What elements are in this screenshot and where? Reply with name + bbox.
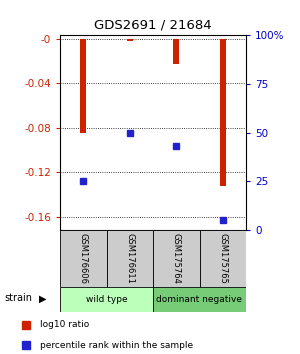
Text: ▶: ▶: [40, 294, 47, 304]
Text: GSM176606: GSM176606: [79, 233, 88, 284]
Text: GSM176611: GSM176611: [125, 233, 134, 284]
Bar: [127, 39, 133, 41]
Text: GSM175764: GSM175764: [172, 233, 181, 284]
Text: log10 ratio: log10 ratio: [40, 320, 89, 329]
Bar: [200, 230, 246, 287]
Text: GSM175765: GSM175765: [218, 233, 227, 284]
Title: GDS2691 / 21684: GDS2691 / 21684: [94, 18, 212, 32]
Bar: [106, 230, 153, 287]
Bar: [80, 39, 86, 133]
Text: strain: strain: [5, 293, 33, 303]
Bar: [220, 39, 226, 185]
Bar: [153, 230, 200, 287]
Text: dominant negative: dominant negative: [157, 295, 242, 304]
Bar: [60, 287, 153, 312]
Text: wild type: wild type: [86, 295, 127, 304]
Bar: [173, 39, 179, 64]
Bar: [60, 230, 106, 287]
Bar: [153, 287, 246, 312]
Text: percentile rank within the sample: percentile rank within the sample: [40, 341, 193, 350]
